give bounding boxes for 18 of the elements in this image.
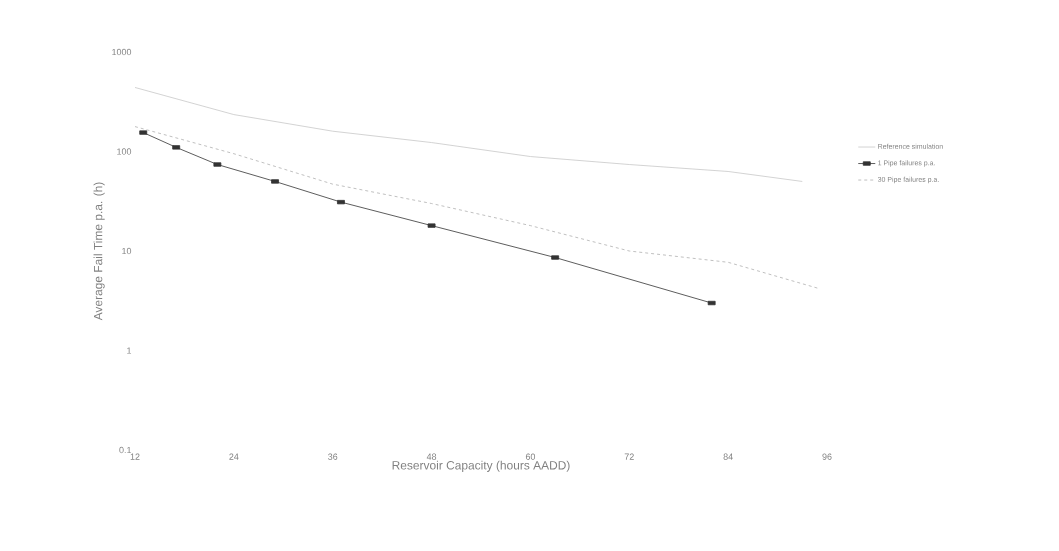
x-tick-label: 24 — [229, 453, 239, 460]
x-tick-label: 48 — [426, 453, 437, 460]
y-tick-label: 1 — [127, 347, 132, 354]
y-tick-label: 10 — [122, 247, 132, 255]
x-tick-label: 36 — [328, 453, 338, 460]
x-tick-label: 60 — [525, 453, 536, 460]
y-tick-label: 0.1 — [119, 446, 132, 454]
x-axis-title: Reservoir Capacity (hours AADD) — [392, 460, 570, 472]
point — [337, 199, 345, 205]
x-tick-label: 84 — [723, 453, 733, 460]
y-tick-label: 100 — [117, 148, 132, 155]
line-series — [134, 87, 803, 182]
x-tick-label: 96 — [822, 453, 832, 460]
x-tick-label: 12 — [130, 453, 140, 460]
y-axis-title: Average Fail Time p.a. (h) — [93, 182, 105, 321]
line-series — [134, 126, 820, 289]
y-tick-label: 1000 — [112, 48, 132, 56]
x-tick-label: 72 — [624, 453, 634, 460]
